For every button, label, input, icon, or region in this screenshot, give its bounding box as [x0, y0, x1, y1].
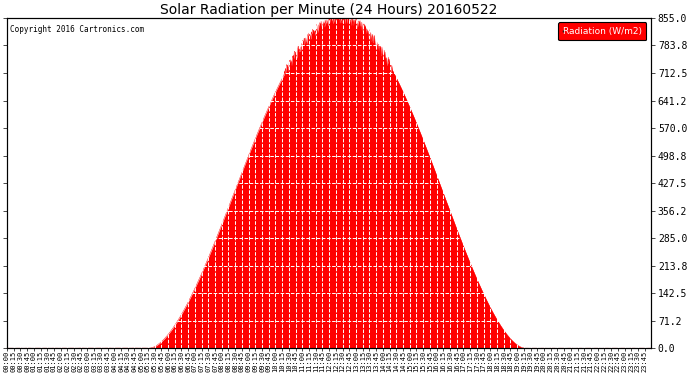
- Title: Solar Radiation per Minute (24 Hours) 20160522: Solar Radiation per Minute (24 Hours) 20…: [160, 3, 497, 17]
- Legend: Radiation (W/m2): Radiation (W/m2): [558, 22, 647, 40]
- Text: Copyright 2016 Cartronics.com: Copyright 2016 Cartronics.com: [10, 24, 144, 33]
